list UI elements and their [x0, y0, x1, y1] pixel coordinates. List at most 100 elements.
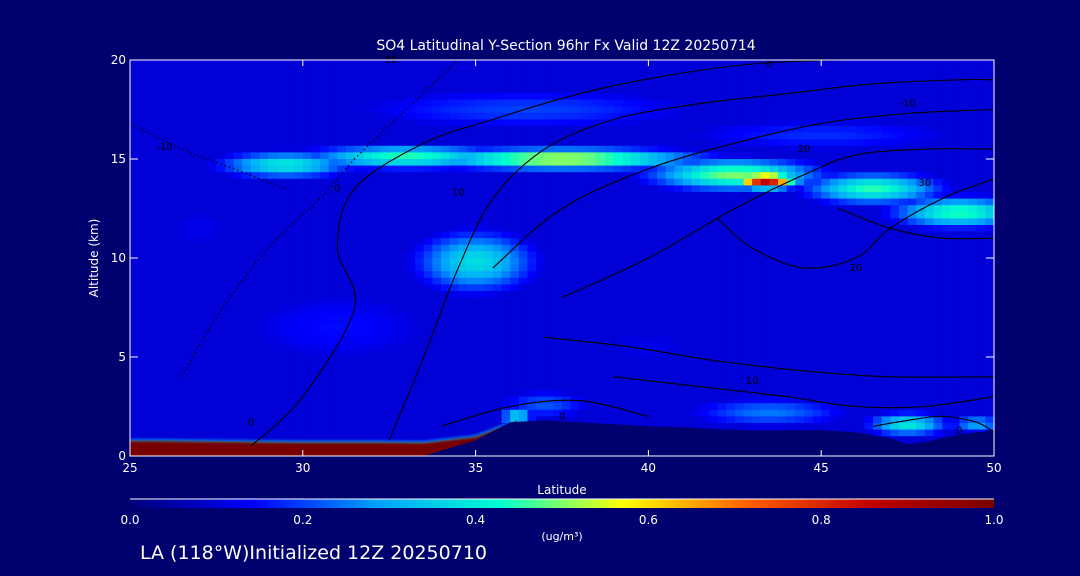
- field-cell: [743, 343, 753, 351]
- field-cell: [155, 205, 166, 213]
- field-cell: [924, 152, 935, 160]
- field-cell: [682, 330, 693, 338]
- field-cell: [311, 211, 321, 219]
- field-cell: [838, 291, 848, 299]
- field-cell: [328, 60, 338, 68]
- field-cell: [648, 205, 658, 213]
- field-cell: [190, 139, 200, 147]
- field-cell: [138, 277, 148, 285]
- field-cell: [233, 152, 243, 160]
- field-cell: [605, 238, 615, 246]
- field-cell: [700, 330, 710, 338]
- field-cell: [631, 304, 641, 312]
- field-cell: [294, 304, 304, 312]
- field-cell: [691, 132, 701, 140]
- field-cell: [924, 383, 935, 391]
- field-cell: [769, 192, 779, 200]
- field-cell: [242, 132, 252, 140]
- field-cell: [587, 310, 598, 318]
- field-cell: [665, 317, 675, 325]
- field-cell: [458, 112, 468, 120]
- field-cell: [596, 66, 606, 74]
- field-cell: [700, 60, 710, 68]
- field-cell: [346, 132, 356, 140]
- field-cell: [639, 324, 649, 332]
- field-cell: [406, 271, 416, 279]
- field-cell: [242, 211, 252, 219]
- field-cell: [320, 238, 330, 246]
- field-cell: [216, 363, 226, 371]
- field-cell: [752, 350, 762, 358]
- field-cell: [812, 132, 822, 140]
- field-cell: [311, 363, 321, 371]
- field-cell: [147, 357, 157, 365]
- field-cell: [760, 192, 770, 200]
- field-cell: [250, 79, 261, 87]
- field-cell: [423, 251, 433, 259]
- field-cell: [674, 350, 684, 358]
- field-cell: [250, 198, 261, 206]
- field-cell: [354, 304, 364, 312]
- field-cell: [510, 258, 520, 266]
- field-cell: [942, 198, 952, 206]
- field-cell: [441, 178, 451, 186]
- field-cell: [406, 238, 416, 246]
- field-cell: [838, 211, 848, 219]
- field-cell: [130, 258, 140, 266]
- field-cell: [942, 277, 952, 285]
- field-cell: [700, 159, 710, 167]
- field-cell: [536, 159, 546, 167]
- field-cell: [855, 211, 865, 219]
- field-cell: [881, 178, 891, 186]
- field-cell: [484, 304, 494, 312]
- field-cell: [950, 271, 961, 279]
- field-cell: [311, 178, 321, 186]
- field-cell: [648, 86, 658, 94]
- field-cell: [363, 211, 373, 219]
- field-cell: [155, 297, 166, 305]
- field-cell: [233, 60, 243, 68]
- field-cell: [346, 139, 356, 147]
- field-cell: [199, 152, 209, 160]
- field-cell: [631, 106, 641, 114]
- field-cell: [518, 172, 529, 180]
- field-cell: [864, 192, 874, 200]
- field-cell: [544, 284, 554, 292]
- field-cell: [510, 159, 520, 167]
- field-cell: [864, 211, 874, 219]
- field-cell: [155, 93, 166, 101]
- field-cell: [527, 112, 537, 120]
- field-cell: [665, 73, 675, 81]
- field-cell: [259, 139, 269, 147]
- field-cell: [164, 86, 174, 94]
- field-cell: [786, 264, 796, 272]
- field-cell: [449, 205, 459, 213]
- field-cell: [907, 73, 917, 81]
- field-cell: [821, 132, 831, 140]
- field-cell: [492, 251, 503, 259]
- field-cell: [803, 126, 814, 134]
- field-cell: [587, 211, 598, 219]
- field-cell: [570, 178, 580, 186]
- field-cell: [337, 139, 347, 147]
- field-cell: [579, 258, 589, 266]
- field-cell: [976, 73, 986, 81]
- field-cell: [423, 324, 433, 332]
- field-cell: [406, 79, 416, 87]
- field-cell: [242, 244, 252, 252]
- field-cell: [397, 172, 408, 180]
- field-cell: [207, 291, 217, 299]
- field-cell: [821, 159, 831, 167]
- field-cell: [717, 73, 727, 81]
- field-cell: [328, 112, 338, 120]
- field-cell: [657, 337, 667, 345]
- field-cell: [423, 284, 433, 292]
- field-cell: [130, 324, 140, 332]
- field-cell: [544, 258, 554, 266]
- field-cell: [976, 93, 986, 101]
- field-cell: [795, 165, 805, 173]
- field-cell: [898, 291, 909, 299]
- field-cell: [510, 357, 520, 365]
- field-cell: [881, 291, 891, 299]
- field-cell: [855, 244, 865, 252]
